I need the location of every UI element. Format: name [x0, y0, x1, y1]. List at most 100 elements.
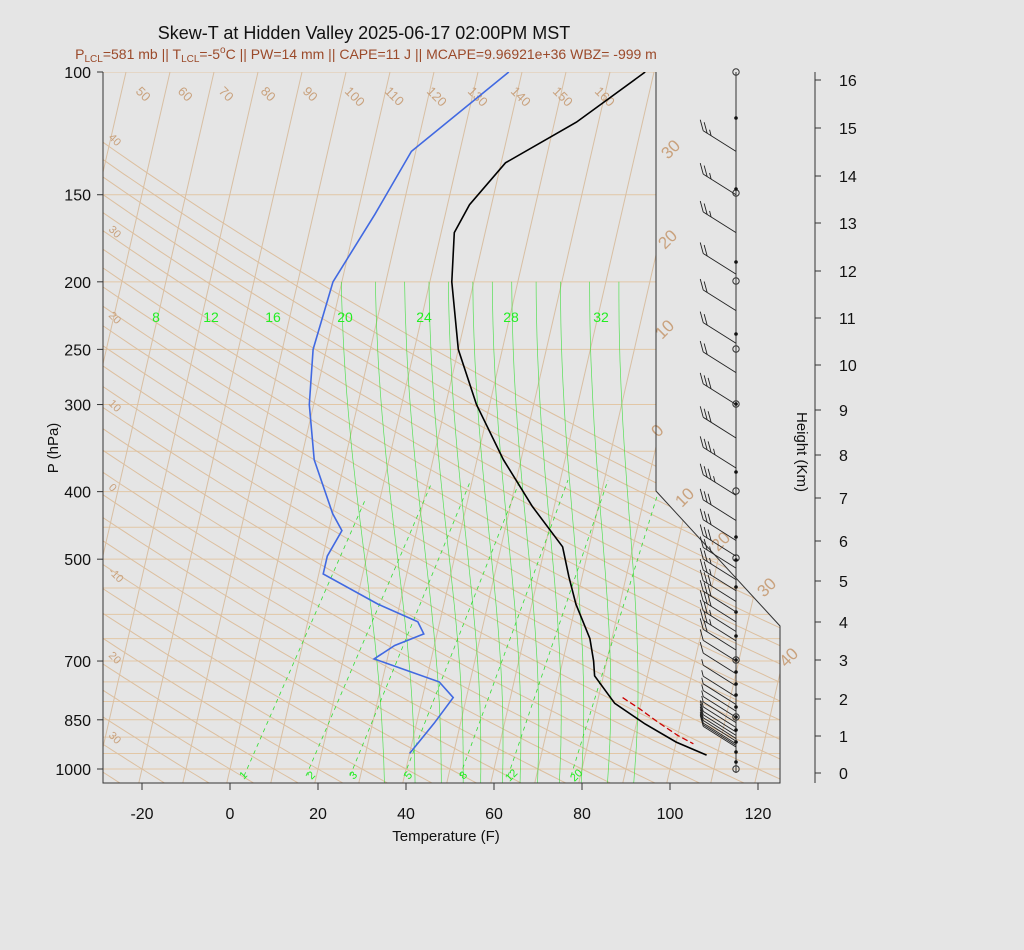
dry-adiabat-line: [103, 72, 702, 783]
wind-barb: [702, 726, 737, 748]
wind-barb-flag: [703, 343, 708, 355]
isotherm-line: [103, 72, 215, 783]
wind-barb-flag: [699, 463, 704, 475]
wind-level-dot: [734, 332, 738, 336]
wind-barb-flag: [699, 524, 704, 536]
wind-barb-flag: [707, 377, 712, 389]
height-tick-label: 6: [839, 534, 848, 551]
mixing-ratio-label: 24: [416, 309, 432, 325]
mixing-ratio-line: [305, 481, 433, 777]
wind-barb-flag: [703, 491, 708, 503]
y-axis: 1000 850 700 500 400 300 250 200 150 100: [55, 65, 103, 779]
wind-barb-flag: [699, 311, 704, 323]
wind-barb: [702, 690, 737, 712]
isotherm-line: [490, 72, 655, 783]
wind-barb-flag: [699, 703, 704, 715]
wind-barb-flag: [699, 488, 704, 500]
wind-barb-flag: [707, 411, 712, 423]
wind-barb: [702, 474, 737, 496]
x-axis-label: Temperature (F): [392, 828, 500, 845]
y-tick-label: 500: [64, 552, 91, 569]
isotherm-line: [103, 72, 259, 783]
wind-barb: [702, 569, 737, 592]
wind-barb-half-flag: [713, 476, 716, 483]
wind-barb-half-flag: [709, 210, 712, 218]
wind-barb-flag: [703, 122, 708, 134]
moist-adiabat-line: [340, 281, 385, 783]
wind-level-circle: [732, 400, 740, 408]
height-tick-label: 12: [839, 264, 857, 281]
wind-barb-half-flag: [701, 684, 704, 691]
wind-barb-flag: [707, 585, 712, 597]
wind-barb: [702, 211, 737, 234]
dry-adiabat-line: [103, 72, 780, 783]
dry-adiabat-line: [103, 72, 780, 783]
dry-adiabat-line: [103, 72, 613, 783]
wind-barb-flag: [699, 618, 704, 630]
x-tick-label: 80: [573, 806, 591, 823]
wind-level-dot: [734, 634, 738, 638]
wind-level-circle: [732, 765, 740, 773]
wind-barb-flag: [699, 547, 704, 560]
wind-barb-half-flag: [709, 619, 712, 626]
wind-barb-flag: [707, 441, 712, 453]
wind-barb-flag: [699, 709, 704, 721]
wind-barb-flag: [703, 602, 708, 614]
wind-barb-flag: [699, 406, 704, 418]
wind-level-dot: [734, 728, 738, 732]
wind-barb-half-flag: [709, 129, 712, 136]
wind-barb-flag: [699, 580, 704, 592]
wind-barb-flag: [699, 569, 704, 581]
temperature-line: [450, 72, 707, 756]
wind-barb-flag: [699, 436, 704, 448]
wind-level-circle: [732, 345, 740, 353]
chart-subtitle: PLCL=581 mb || TLCL=-5oC || PW=14 mm || …: [75, 45, 657, 65]
wind-barb-flag: [707, 468, 712, 480]
wind-barb: [702, 351, 737, 374]
wind-barb: [702, 590, 737, 613]
wind-barb: [702, 580, 737, 602]
wind-barb: [702, 640, 737, 662]
height-tick-label: 1: [839, 729, 848, 746]
height-tick-label: 16: [839, 73, 857, 90]
dry-adiabat-line: [103, 72, 300, 783]
dry-adiabat-line: [103, 72, 256, 783]
wind-barb-half-flag: [709, 172, 712, 180]
dry-adiabat-line: [103, 72, 780, 783]
moist-adiabat-line: [448, 281, 482, 783]
wind-barb: [702, 628, 737, 651]
dry-adiabat-line: [103, 72, 747, 783]
wind-barb-half-flag: [709, 568, 712, 576]
dry-adiabat-line: [103, 72, 657, 783]
mixing-ratio-line: [349, 481, 471, 777]
wind-barb: [702, 130, 737, 152]
wind-barb: [702, 558, 737, 581]
parcel-line: [622, 697, 694, 745]
dry-adiabat-line: [103, 72, 345, 783]
wind-barb-flag: [703, 466, 708, 478]
wind-barb: [702, 447, 737, 469]
wind-barb-flag: [699, 200, 704, 213]
sounding-profiles: [308, 72, 707, 756]
mixing-ratio-line: [570, 479, 663, 777]
wind-barb: [702, 652, 737, 675]
wind-barb-flag: [699, 700, 704, 712]
moist-adiabat-line: [589, 281, 612, 783]
wind-barb-half-flag: [709, 546, 712, 553]
wind-barb-flag: [703, 611, 708, 623]
wind-barb-flag: [699, 609, 704, 621]
wind-barb: [702, 696, 737, 718]
wind-barb-half-flag: [701, 690, 704, 697]
y-tick-label: 400: [64, 485, 91, 502]
mixing-ratio-label: 12: [203, 309, 219, 325]
wind-barbs: [699, 68, 740, 773]
wind-barb: [702, 717, 737, 739]
wind-barb-flag: [703, 244, 708, 257]
wind-level-circle: [732, 713, 740, 721]
wind-barb-flag: [699, 641, 704, 654]
wind-barb-half-flag: [709, 609, 712, 616]
wind-level-dot: [734, 260, 738, 264]
isotherm-line: [314, 72, 479, 783]
isotherm-line: [270, 72, 435, 783]
